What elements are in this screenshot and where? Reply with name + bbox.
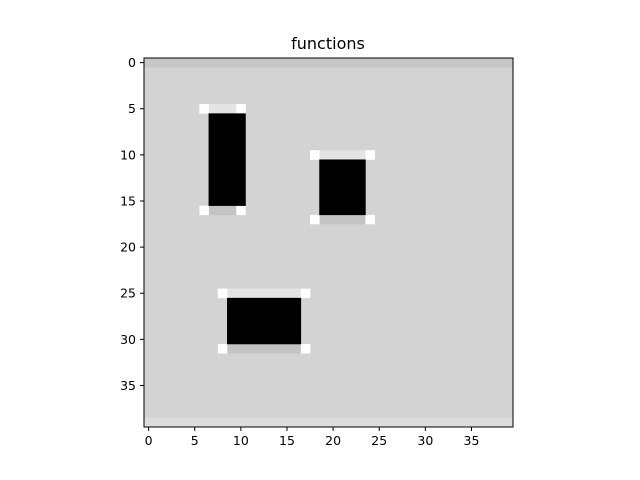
chart-title: functions — [291, 34, 365, 53]
y-tick-label-10: 10 — [120, 147, 136, 162]
x-tick-label-15: 15 — [279, 433, 295, 448]
rect-3-corner-2 — [217, 343, 228, 354]
y-tick-label-0: 0 — [128, 55, 136, 70]
x-tick-label-0: 0 — [145, 433, 153, 448]
rect-2-fill — [319, 159, 366, 216]
y-tick-label-25: 25 — [120, 286, 136, 301]
rect-3-corner-3 — [300, 343, 311, 354]
y-axis: 0 5 10 15 20 25 30 35 — [120, 55, 144, 393]
rect-1-corner-0 — [199, 104, 209, 114]
axes-frame — [143, 57, 514, 428]
rect-3-bottom-border — [217, 343, 311, 354]
y-tick-label-5: 5 — [128, 101, 136, 116]
x-tick-label-25: 25 — [371, 433, 387, 448]
rect-2-corner-3 — [365, 214, 375, 225]
heatmap-image — [144, 58, 514, 428]
y-tick-label-35: 35 — [120, 378, 136, 393]
rect-3-corner-0 — [217, 288, 228, 299]
heatmap-background — [144, 58, 514, 428]
rect-1-top-border — [199, 104, 246, 114]
rect-2-bottom-border — [310, 214, 375, 225]
rect-1-bottom-border — [199, 205, 246, 216]
rect-2-corner-2 — [310, 214, 320, 225]
x-tick-label-20: 20 — [325, 433, 341, 448]
x-tick-label-10: 10 — [233, 433, 249, 448]
rect-2-top-border — [310, 150, 375, 160]
rect-1-fill — [208, 113, 246, 206]
rect-1-corner-3 — [236, 205, 246, 216]
rect-2-corner-1 — [365, 150, 375, 160]
rect-3-corner-1 — [300, 288, 311, 299]
x-tick-label-35: 35 — [464, 433, 480, 448]
bottom-edge — [144, 417, 514, 428]
x-tick-label-5: 5 — [191, 433, 199, 448]
rect-1-corner-1 — [236, 104, 246, 114]
y-tick-label-15: 15 — [120, 193, 136, 208]
rect-3-fill — [227, 297, 302, 345]
rect-2-corner-0 — [310, 150, 320, 160]
x-tick-label-30: 30 — [417, 433, 433, 448]
rect-1-corner-2 — [199, 205, 209, 216]
x-axis: 0 5 10 15 20 25 30 35 — [145, 427, 480, 448]
top-edge — [144, 58, 514, 68]
rect-3-top-border — [217, 288, 311, 299]
y-tick-label-30: 30 — [120, 332, 136, 347]
y-tick-label-20: 20 — [120, 240, 136, 255]
